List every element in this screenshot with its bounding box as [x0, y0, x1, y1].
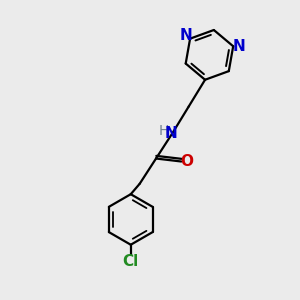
- Text: N: N: [179, 28, 192, 43]
- Text: Cl: Cl: [123, 254, 139, 268]
- Text: N: N: [164, 126, 177, 141]
- Text: N: N: [232, 39, 245, 54]
- Text: O: O: [180, 154, 193, 169]
- Text: H: H: [158, 124, 169, 138]
